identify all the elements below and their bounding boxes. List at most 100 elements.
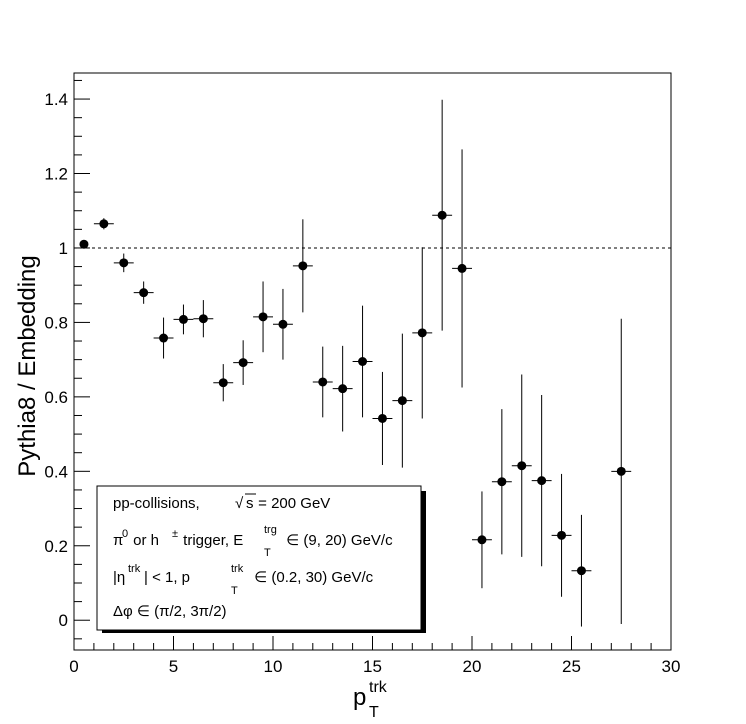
point-marker — [437, 210, 447, 220]
point-marker — [159, 333, 169, 343]
y-axis: 0 0.2 0.4 0.6 0.8 1 1.2 1.4 — [44, 79, 90, 640]
data-point — [173, 304, 194, 335]
legend-line-2-e-sub: T — [264, 547, 271, 559]
legend-line-3-suffix: ∈ (0.2, 30) GeV/c — [250, 569, 374, 586]
legend-line-2-mid: or h — [129, 532, 159, 549]
point-marker — [397, 396, 407, 406]
legend-line-3: |η trk | < 1, p trk T ∈ (0.2, 30) GeV/c — [113, 563, 374, 597]
x-tick-label: 30 — [662, 657, 681, 676]
point-marker — [198, 314, 208, 324]
legend-frame — [96, 485, 422, 631]
legend-line-2-pi: π — [113, 532, 123, 549]
x-axis-title: p trk T — [353, 679, 388, 721]
legend-line-3-p-sub: T — [231, 585, 238, 597]
data-point — [551, 473, 572, 597]
point-marker — [377, 413, 387, 423]
point-marker — [178, 314, 188, 324]
y-tick-label: 1 — [59, 239, 68, 258]
data-point — [213, 364, 234, 402]
data-point — [253, 281, 273, 353]
point-marker — [99, 219, 109, 229]
data-point — [352, 305, 373, 418]
legend-line-1-suffix: = 200 GeV — [254, 495, 330, 512]
point-marker — [258, 312, 268, 322]
y-tick-label: 1.2 — [44, 165, 68, 184]
data-point — [511, 374, 532, 557]
x-axis-title-main: p — [353, 684, 366, 711]
data-point — [93, 218, 114, 230]
x-tick-label: 5 — [169, 657, 178, 676]
point-marker — [537, 476, 547, 486]
y-tick-label: 1.4 — [44, 90, 68, 109]
point-marker — [218, 378, 228, 388]
legend-line-1: pp-collisions, √ s = 200 GeV — [113, 493, 330, 512]
point-marker — [616, 466, 626, 476]
data-point — [472, 491, 492, 589]
point-marker — [457, 263, 467, 273]
data-point — [452, 149, 472, 388]
legend-line-3-p-sup: trk — [231, 563, 244, 575]
legend-line-2-h-sup: ± — [172, 528, 178, 540]
data-point — [372, 371, 393, 465]
point-marker — [278, 319, 288, 329]
legend-line-1-sqrt: √ — [235, 495, 244, 512]
data-points — [79, 99, 632, 627]
x-tick-label: 20 — [463, 657, 482, 676]
data-point — [412, 247, 433, 419]
x-axis: 0 5 10 15 20 25 30 — [69, 636, 680, 676]
point-marker — [497, 477, 507, 487]
data-point — [153, 317, 174, 359]
data-point — [292, 219, 313, 313]
point-marker — [298, 261, 308, 271]
point-marker — [318, 377, 328, 387]
legend-line-3-eta-sup: trk — [128, 563, 141, 575]
data-point — [392, 333, 413, 468]
data-point — [531, 395, 552, 567]
legend-line-2-mid2: trigger, E — [179, 532, 243, 549]
data-point — [611, 318, 632, 624]
point-marker — [338, 384, 348, 394]
y-tick-label: 0.6 — [44, 388, 68, 407]
point-marker — [238, 358, 248, 368]
legend-line-3-mid: | < 1, p — [144, 569, 190, 586]
x-axis-title-sup: trk — [369, 679, 388, 696]
y-tick-label: 0.8 — [44, 313, 68, 332]
legend-line-2: π 0 or h ± trigger, E trg T ∈ (9, 20) Ge… — [113, 524, 393, 559]
point-marker — [576, 566, 586, 576]
y-tick-label: 0.4 — [44, 462, 68, 481]
legend-line-1-prefix: pp-collisions, — [113, 495, 208, 512]
x-tick-label: 10 — [264, 657, 283, 676]
legend-line-1-s: s — [246, 495, 254, 512]
point-marker — [417, 328, 427, 338]
data-point — [233, 340, 254, 385]
legend-line-3-prefix: |η — [113, 569, 125, 586]
data-point — [432, 99, 453, 331]
x-tick-label: 0 — [69, 657, 78, 676]
x-axis-title-sub: T — [369, 704, 379, 721]
legend-line-2-e-sup: trg — [264, 524, 277, 536]
point-marker — [79, 239, 89, 249]
data-point — [491, 409, 512, 555]
point-marker — [358, 357, 368, 366]
legend-line-4: Δφ ∈ (π/2, 3π/2) — [113, 603, 227, 620]
legend-line-2-suffix: ∈ (9, 20) GeV/c — [282, 532, 393, 549]
x-tick-label: 15 — [363, 657, 382, 676]
point-marker — [557, 530, 567, 540]
point-marker — [477, 535, 487, 545]
y-axis-title: Pythia8 / Embedding — [14, 255, 41, 476]
x-tick-label: 25 — [562, 657, 581, 676]
point-marker — [517, 461, 527, 471]
legend-line-2-pi-sup: 0 — [122, 528, 128, 540]
data-point — [273, 288, 293, 360]
data-point — [332, 345, 353, 432]
data-point — [571, 514, 592, 627]
y-tick-label: 0 — [59, 611, 68, 630]
point-marker — [119, 258, 129, 268]
legend-box: pp-collisions, √ s = 200 GeV π 0 or h ± … — [96, 485, 426, 633]
data-point — [133, 281, 154, 304]
point-marker — [139, 288, 149, 298]
data-point — [193, 300, 214, 338]
y-tick-label: 0.2 — [44, 537, 68, 556]
data-point — [312, 346, 333, 418]
